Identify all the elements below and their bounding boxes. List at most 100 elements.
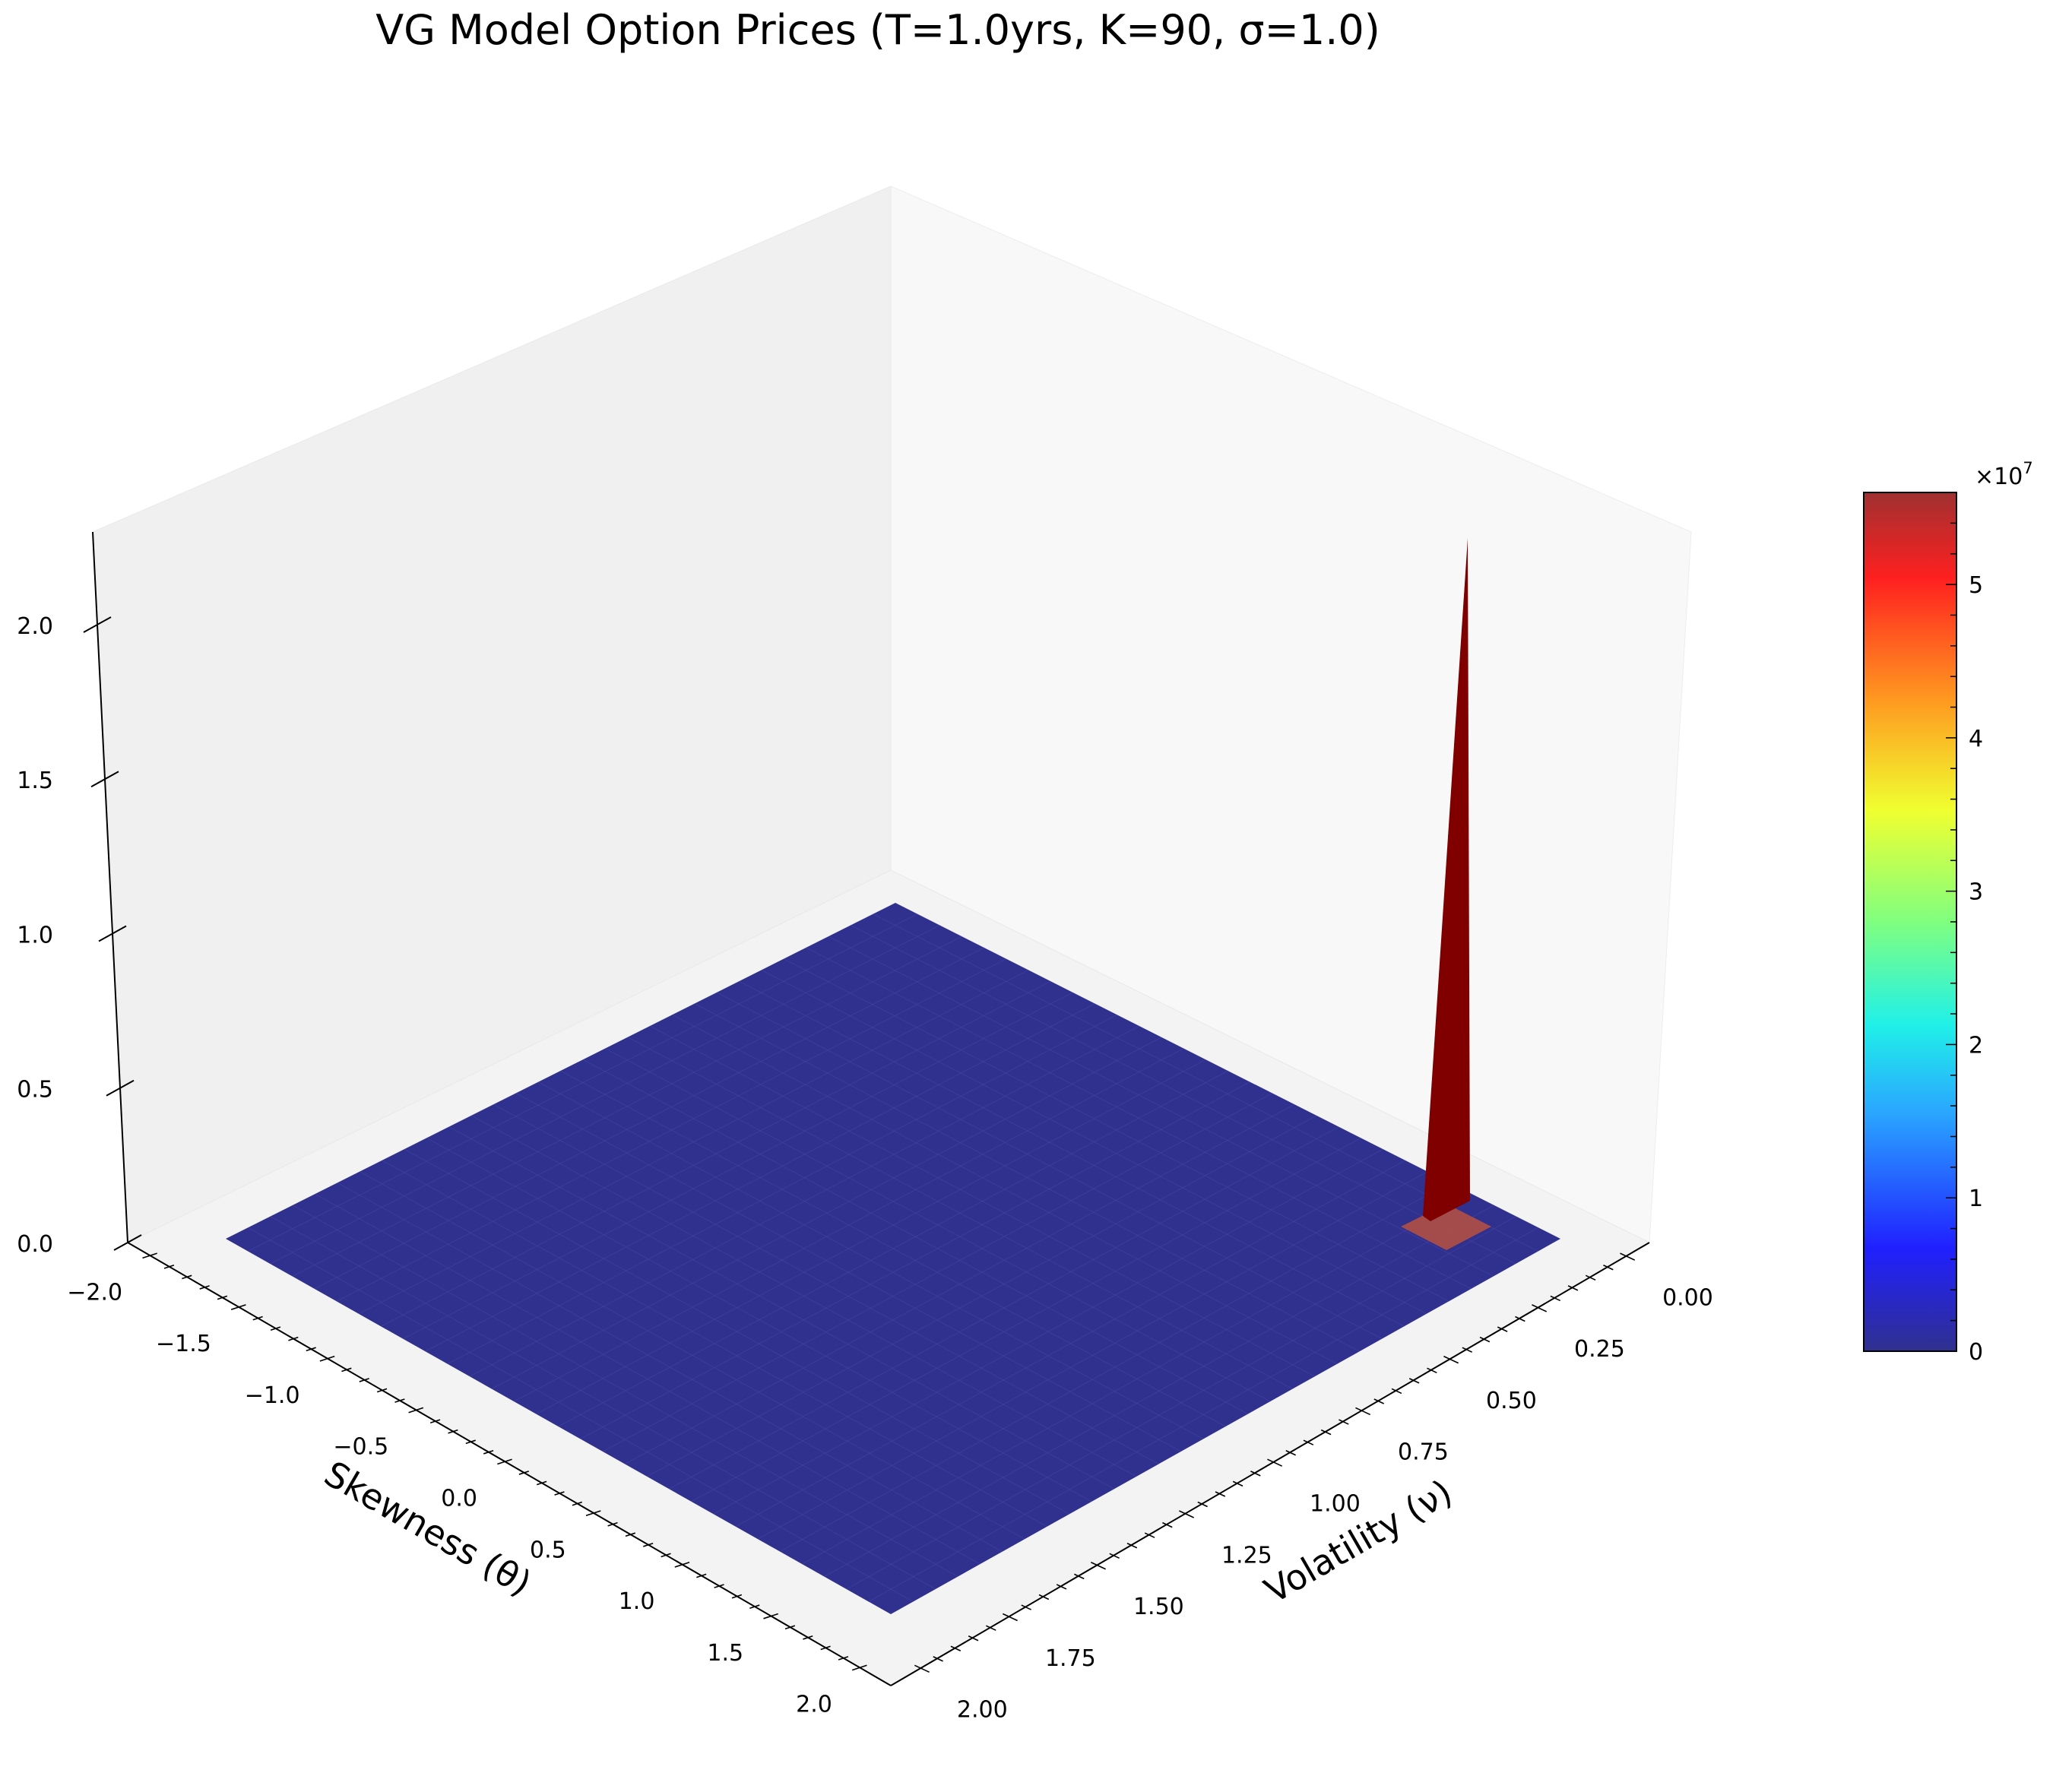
surface-grid-line bbox=[403, 992, 1073, 1340]
x-tick-label: 0.00 bbox=[1662, 1284, 1713, 1311]
x-minor-tick bbox=[1144, 1532, 1155, 1538]
surface-grid-line bbox=[447, 1014, 1117, 1365]
surface-grid-line bbox=[270, 1216, 936, 1590]
y-minor-tick bbox=[554, 1491, 565, 1496]
x-axis-line bbox=[890, 1242, 1650, 1686]
x-tick-label: 0.75 bbox=[1398, 1439, 1449, 1466]
colorbar-tick-label: 4 bbox=[1969, 726, 1983, 752]
z-tick-mark bbox=[90, 771, 119, 788]
y-tick-label: −1.0 bbox=[245, 1382, 300, 1409]
x-tick-label: 1.25 bbox=[1221, 1542, 1272, 1569]
z-axis-ticks: 0.0 0.5 1.0 1.5 2.0 bbox=[17, 613, 142, 1258]
y-axis-line bbox=[127, 1242, 892, 1686]
z-tick-label: 2.0 bbox=[17, 613, 53, 640]
x-minor-tick bbox=[1427, 1367, 1437, 1374]
x-tick-mark bbox=[1443, 1355, 1459, 1364]
x-tick-mark bbox=[1179, 1510, 1194, 1518]
surface-grid-line bbox=[560, 1070, 1226, 1427]
surface-grid-line bbox=[868, 1227, 1539, 1602]
x-tick-mark bbox=[1267, 1458, 1282, 1467]
y-tick-mark bbox=[851, 1664, 867, 1671]
x-minor-tick bbox=[1567, 1285, 1579, 1291]
colorbar-ticks: 0 1 2 3 4 5 bbox=[1946, 522, 1983, 1366]
x-tick-label: 1.00 bbox=[1310, 1491, 1361, 1518]
colorbar-fill bbox=[1863, 492, 1957, 1352]
surface-grid-line bbox=[337, 1182, 1003, 1553]
x-tick-label: 0.25 bbox=[1574, 1336, 1625, 1363]
price-spike bbox=[1401, 538, 1491, 1250]
surface-grid-line bbox=[757, 1171, 1428, 1540]
y-minor-tick bbox=[199, 1285, 210, 1290]
x-tick-mark bbox=[1620, 1252, 1636, 1261]
x-tick-label: 1.75 bbox=[1045, 1645, 1096, 1672]
x-minor-tick bbox=[1373, 1398, 1384, 1404]
x-tick-label: 2.00 bbox=[957, 1697, 1008, 1724]
y-tick-mark bbox=[763, 1613, 778, 1619]
y-minor-tick bbox=[376, 1388, 388, 1393]
y-minor-tick bbox=[643, 1542, 654, 1547]
surface-grid-line bbox=[382, 1160, 1047, 1528]
z-axis-line bbox=[92, 531, 128, 1243]
surface-grid-line bbox=[536, 1059, 1206, 1414]
surface-grid-line bbox=[713, 1148, 1383, 1515]
surface-grid-line bbox=[425, 1003, 1095, 1352]
surface-plane bbox=[226, 903, 1560, 1614]
y-tick-label: 0.0 bbox=[441, 1486, 477, 1512]
y-minor-tick bbox=[838, 1656, 849, 1661]
colorbar-tick-label: 0 bbox=[1969, 1339, 1983, 1366]
y-tick-label: −1.5 bbox=[156, 1331, 211, 1357]
surface-grid-line bbox=[315, 1193, 981, 1565]
x-minor-tick bbox=[1215, 1491, 1226, 1497]
surface-grid-line bbox=[802, 1193, 1472, 1565]
x-minor-tick bbox=[1585, 1274, 1596, 1281]
z-tick-label: 0.5 bbox=[17, 1077, 53, 1103]
surface-grid-line bbox=[470, 1115, 1137, 1477]
y-tick-mark bbox=[142, 1252, 157, 1259]
surface-grid-line bbox=[624, 1103, 1295, 1464]
x-minor-tick bbox=[1603, 1265, 1614, 1271]
colorbar-tick-label: 5 bbox=[1969, 572, 1983, 599]
colorbar-tick-label: 3 bbox=[1969, 879, 1983, 906]
y-minor-tick bbox=[696, 1573, 707, 1578]
y-minor-tick bbox=[714, 1584, 724, 1588]
y-minor-tick bbox=[731, 1594, 743, 1599]
y-axis-ticks: −2.0 −1.5 −1.0 −0.5 0.0 0.5 1.0 1.5 2.0 bbox=[67, 1252, 867, 1718]
surface-grid-line bbox=[828, 936, 1494, 1277]
surface-grid-line bbox=[469, 1025, 1140, 1377]
x-tick-mark bbox=[1532, 1304, 1548, 1312]
surface-grid-line bbox=[691, 1137, 1361, 1502]
y-minor-tick bbox=[306, 1347, 316, 1352]
x-minor-tick bbox=[1479, 1336, 1491, 1343]
y-minor-tick bbox=[536, 1480, 547, 1486]
y-tick-label: 2.0 bbox=[796, 1692, 832, 1718]
y-minor-tick bbox=[607, 1521, 618, 1527]
x-minor-tick bbox=[1197, 1501, 1208, 1508]
surface-grid-line bbox=[448, 1126, 1114, 1490]
x-tick-mark bbox=[914, 1664, 930, 1673]
surface-grid-line bbox=[672, 1014, 1338, 1365]
y-minor-tick bbox=[217, 1295, 228, 1300]
x-minor-tick bbox=[1109, 1553, 1120, 1559]
surface-grid-line bbox=[604, 1048, 1271, 1402]
surface-grid-line bbox=[515, 1093, 1182, 1452]
surface-grid-line bbox=[646, 1115, 1317, 1477]
y-tick-mark bbox=[497, 1458, 512, 1465]
y-tick-mark bbox=[408, 1407, 424, 1414]
x-minor-tick bbox=[986, 1625, 996, 1631]
z-tick-label: 1.5 bbox=[17, 768, 53, 794]
x-minor-tick bbox=[968, 1635, 979, 1642]
y-minor-tick bbox=[270, 1326, 281, 1331]
y-tick-mark bbox=[319, 1355, 335, 1362]
surface-grid-line bbox=[716, 992, 1383, 1340]
z-tick-mark bbox=[98, 925, 127, 942]
surface-grid-line bbox=[851, 925, 1516, 1265]
y-minor-tick bbox=[465, 1439, 476, 1445]
surface-grid-line bbox=[513, 1048, 1184, 1402]
y-minor-tick bbox=[359, 1378, 369, 1382]
y-tick-label: −2.0 bbox=[67, 1279, 122, 1306]
z-tick-mark bbox=[106, 1079, 135, 1097]
y-minor-tick bbox=[252, 1316, 263, 1321]
x-minor-tick bbox=[1408, 1378, 1420, 1384]
y-tick-label: 1.0 bbox=[619, 1588, 655, 1615]
surface-grid-line bbox=[824, 1205, 1494, 1578]
